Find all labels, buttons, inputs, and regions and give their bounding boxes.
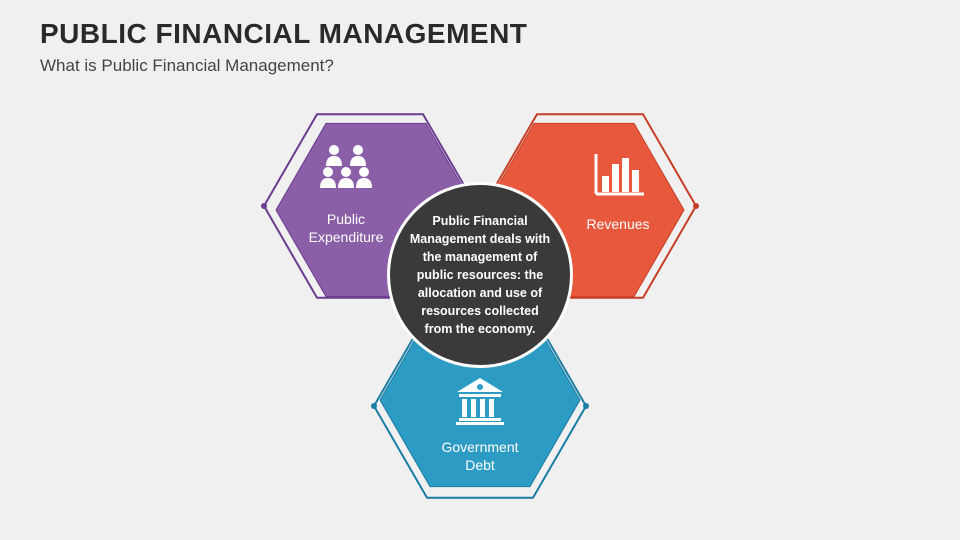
center-circle: Public Financial Management deals with t… [387, 182, 573, 368]
hex-label-revenues: Revenues [578, 215, 658, 233]
chart-icon [592, 150, 648, 203]
bank-icon [453, 376, 507, 431]
hex-label-expenditure: Public Expenditure [296, 210, 396, 246]
center-text: Public Financial Management deals with t… [408, 212, 552, 339]
hex-label-debt: Government Debt [432, 438, 528, 474]
people-icon [316, 142, 376, 197]
